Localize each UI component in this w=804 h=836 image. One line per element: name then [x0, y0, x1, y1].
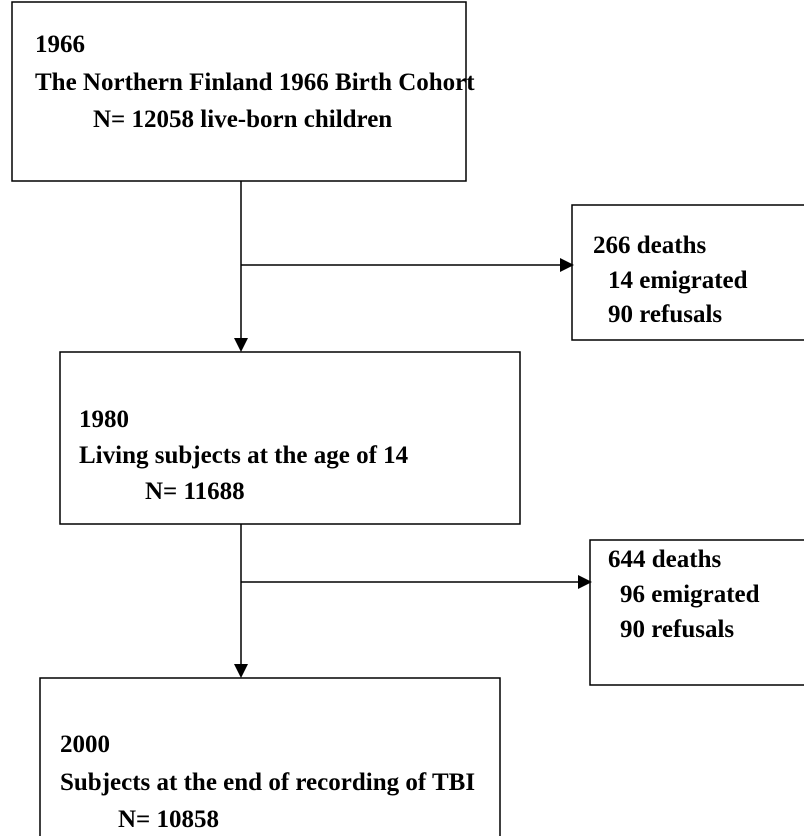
node-text: 90 refusals: [620, 616, 734, 643]
arrowhead: [578, 575, 592, 589]
exclusion-box: [589, 539, 804, 686]
node-text: 2000: [60, 731, 110, 758]
node-text: 644 deaths: [608, 546, 721, 573]
node-text: Subjects at the end of recording of TBI: [60, 769, 475, 796]
node-text: 90 refusals: [608, 301, 722, 328]
node-text: 266 deaths: [593, 232, 706, 259]
tbi-box: [39, 677, 501, 836]
arrowhead: [560, 258, 574, 272]
node-text: Living subjects at the age of 14: [79, 442, 409, 469]
node-text: 14 emigrated: [608, 267, 748, 294]
node-text: 1980: [79, 406, 129, 433]
cohort-box: [11, 1, 467, 182]
exclusion-box: [571, 204, 804, 341]
node-text: N= 10858: [118, 806, 219, 833]
arrowhead: [234, 664, 248, 678]
node-text: N= 11688: [145, 478, 245, 505]
node-text: N= 12058 live-born children: [93, 106, 392, 133]
node-text: 96 emigrated: [620, 581, 760, 608]
node-text: The Northern Finland 1966 Birth Cohort: [35, 69, 475, 96]
arrowhead: [234, 338, 248, 352]
node-text: 1966: [35, 31, 85, 58]
age14-box: [59, 351, 521, 525]
